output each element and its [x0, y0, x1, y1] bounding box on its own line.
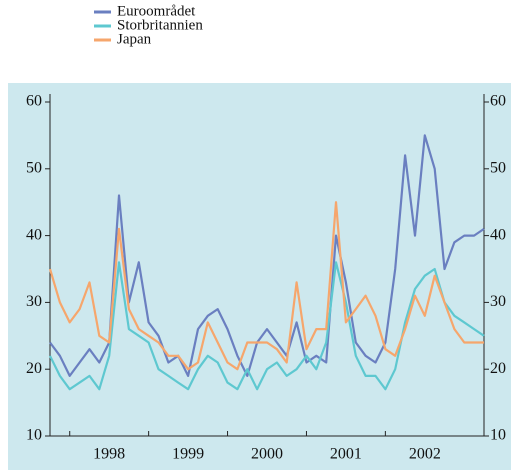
legend-label: Storbritannien	[117, 17, 203, 33]
y-tick-label: 50	[26, 159, 42, 176]
x-tick-label: 2001	[330, 446, 362, 463]
y-tick-label: 60	[26, 93, 42, 110]
x-tick-label: 1998	[93, 446, 125, 463]
y2-tick-label: 30	[490, 293, 506, 310]
legend-label: Euroområdet	[117, 3, 196, 19]
line-series	[49, 134, 485, 377]
plot-background	[8, 83, 511, 470]
y-tick-label: 40	[26, 226, 42, 243]
y-tick-label: 30	[26, 293, 42, 310]
y2-tick-label: 20	[490, 360, 506, 377]
y-tick-label: 10	[26, 427, 42, 444]
line-series	[48, 201, 484, 371]
legend-label: Japan	[117, 31, 152, 47]
y2-tick-label: 50	[490, 159, 506, 176]
y2-tick-label: 60	[490, 93, 506, 110]
line-series	[49, 261, 485, 391]
x-tick-label: 1999	[172, 446, 204, 463]
y2-tick-label: 10	[490, 427, 506, 444]
y-tick-label: 20	[26, 360, 42, 377]
y2-tick-label: 40	[490, 226, 506, 243]
x-tick-label: 2000	[251, 446, 283, 463]
x-tick-label: 2002	[409, 446, 441, 463]
